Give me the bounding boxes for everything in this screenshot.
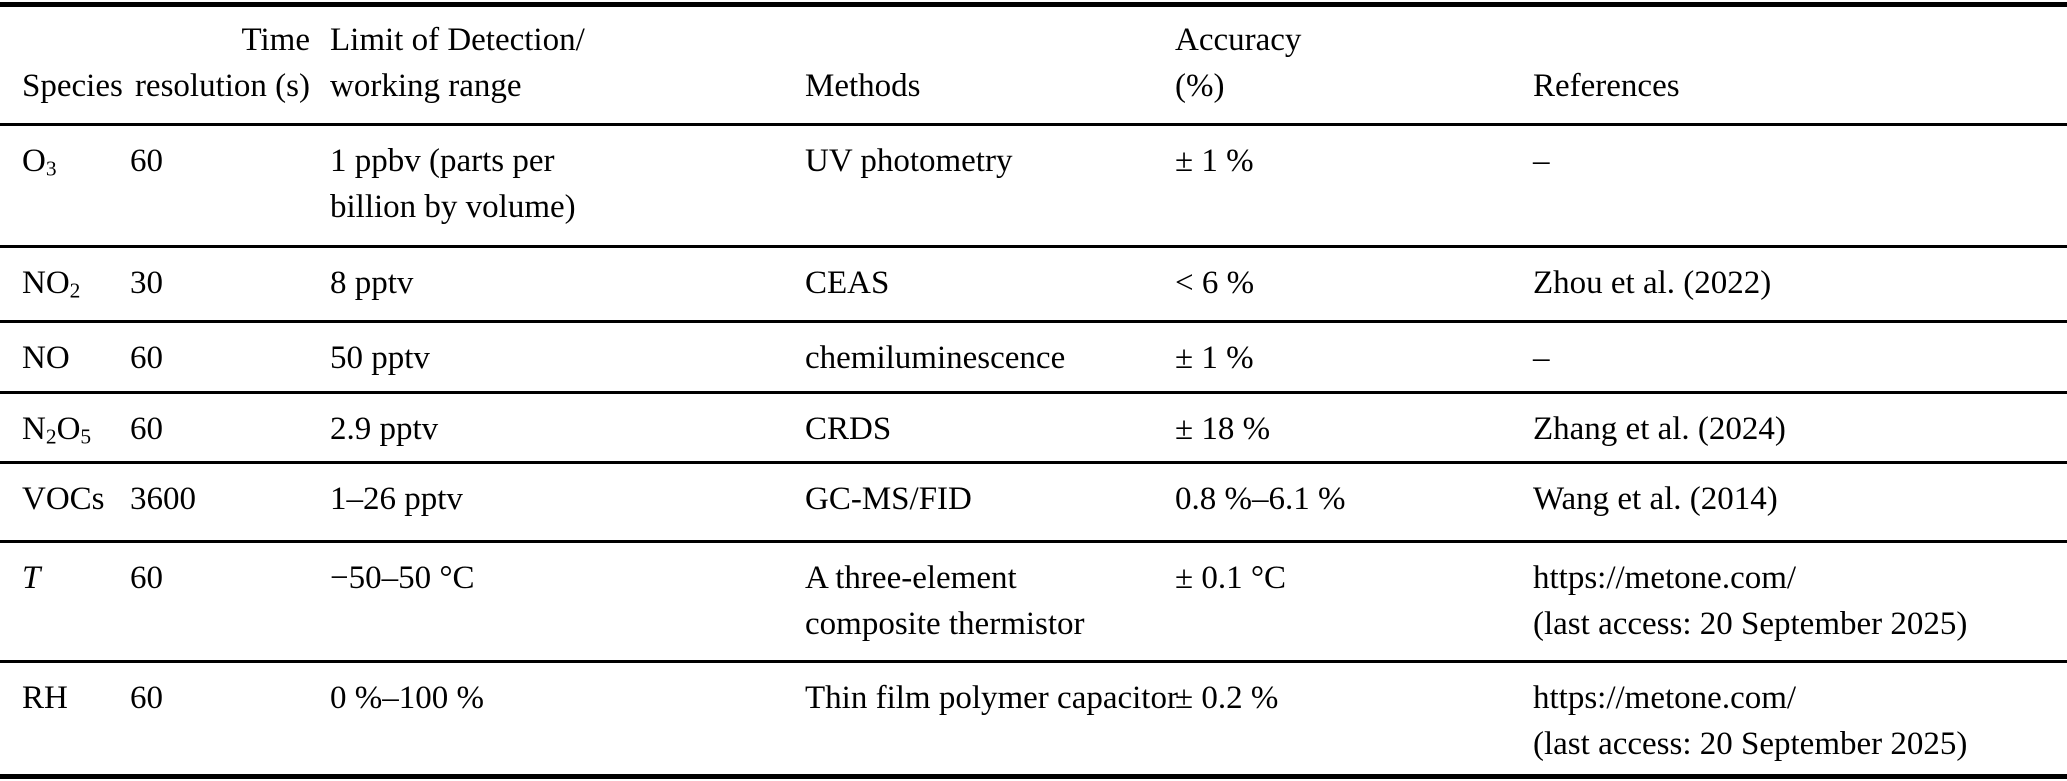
cell-accuracy: < 6 % [1175,265,1255,301]
cell-references: Wang et al. (2014) [1533,481,1778,517]
cell-lod: 2.9 pptv [330,411,439,447]
cell-references: Zhou et al. (2022) [1533,265,1772,301]
cell-references: https://metone.com/ (last access: 20 Sep… [1533,560,1968,642]
cell-accuracy: 0.8 %–6.1 % [1175,481,1346,517]
cell-lod: 0 %–100 % [330,680,484,716]
cell-accuracy: ± 1 % [1175,143,1254,179]
species-subscript: 2 [45,424,57,449]
species-text: NO [22,265,70,301]
species-text: O [22,143,46,179]
table-row: VOCs 3600 1–26 pptv GC-MS/FID 0.8 %–6.1 % Wan… [0,463,2067,542]
cell-lod: 50 pptv [330,340,430,376]
cell-time_resolution: 60 [130,411,163,447]
species-subscript: 2 [69,278,81,303]
cell-references: – [1533,340,1550,376]
cell-methods: GC-MS/FID [805,481,972,517]
table-row: NO2 30 8 pptv CEAS < 6 % Zhou et al. (2022) [0,247,2067,322]
cell-time_resolution: 60 [130,680,163,716]
species-text: NO [22,340,70,376]
cell-species: N2O5 [0,393,130,463]
cell-time_resolution: 30 [130,265,163,301]
cell-species: O3 [0,125,130,247]
table-row: RH 60 0 %–100 % Thin film polymer capacitor… [0,662,2067,777]
species-text: T [22,560,41,596]
column-header-references: References [1533,4,2067,126]
column-header-species: Species [0,4,130,126]
cell-methods: Thin film polymer capacitor [805,680,1178,716]
cell-accuracy: ± 18 % [1175,411,1271,447]
table-row: NO 60 50 pptv chemiluminescence ± 1 % – [0,322,2067,393]
species-text: N [22,411,46,447]
column-header-time-resolution: Time resolution (s) [130,4,330,126]
cell-time_resolution: 60 [130,340,163,376]
cell-lod: 1–26 pptv [330,481,463,517]
species-subscript: 3 [45,156,57,181]
species-subscript: 5 [80,424,92,449]
cell-species: NO [0,322,130,393]
cell-species: VOCs [0,463,130,542]
cell-lod: 1 ppbv (parts per billion by volume) [330,143,576,225]
cell-time_resolution: 60 [130,143,163,179]
table-row: T 60 −50–50 °C A three-element composite th… [0,542,2067,662]
cell-references: – [1533,143,1550,179]
table-header: Species Time resolution (s) Limit of Det… [0,4,2067,126]
cell-methods: chemiluminescence [805,340,1066,376]
cell-time_resolution: 3600 [130,481,196,517]
column-header-accuracy: Accuracy (%) [1175,4,1533,126]
table-row: O3 60 1 ppbv (parts per billion by volume)… [0,125,2067,247]
cell-species: T [0,542,130,662]
header-row: Species Time resolution (s) Limit of Det… [0,4,2067,126]
cell-species: RH [0,662,130,777]
species-text: O [56,411,81,447]
cell-methods: UV photometry [805,143,1013,179]
column-header-lod: Limit of Detection/ working range [330,4,805,126]
table-body: O3 60 1 ppbv (parts per billion by volume)… [0,125,2067,777]
cell-time_resolution: 60 [130,560,163,596]
cell-methods: A three-element composite thermistor [805,560,1085,642]
cell-species: NO2 [0,247,130,322]
cell-lod: 8 pptv [330,265,414,301]
cell-accuracy: ± 1 % [1175,340,1254,376]
cell-references: https://metone.com/ (last access: 20 Sep… [1533,680,1968,762]
cell-accuracy: ± 0.2 % [1175,680,1279,716]
column-header-methods: Methods [805,4,1175,126]
cell-references: Zhang et al. (2024) [1533,411,1786,447]
cell-lod: −50–50 °C [330,560,475,596]
species-text: VOCs [22,481,105,517]
species-text: RH [22,680,68,716]
cell-methods: CEAS [805,265,890,301]
table-row: N2O5 60 2.9 pptv CRDS ± 18 % Zhang et al. (20… [0,393,2067,463]
cell-methods: CRDS [805,411,892,447]
cell-accuracy: ± 0.1 °C [1175,560,1287,596]
